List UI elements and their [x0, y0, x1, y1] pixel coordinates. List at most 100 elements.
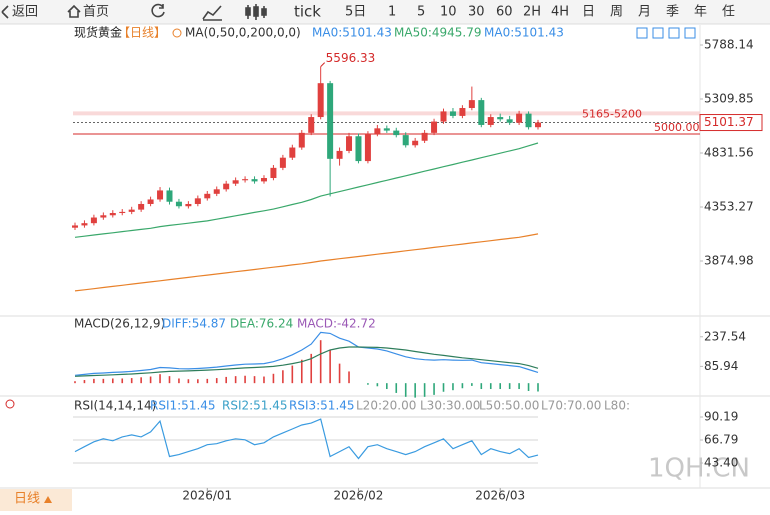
candle-body: [81, 223, 88, 226]
toolbar-button[interactable]: 5日: [345, 5, 366, 20]
toolbar-button[interactable]: 5: [417, 5, 425, 20]
macd-bar: [291, 365, 294, 384]
macd-bar: [480, 383, 483, 390]
level-label: 5000.00: [654, 121, 700, 134]
candle-body: [355, 136, 362, 162]
legend-item: RSI3:51.45: [289, 399, 355, 413]
y-tick-label: 3874.98: [704, 254, 754, 268]
candle-body: [317, 83, 324, 118]
tab-bg[interactable]: [0, 489, 72, 511]
panel-icons[interactable]: [636, 27, 696, 39]
macd-bar: [442, 383, 445, 392]
macd-bar: [140, 377, 142, 384]
toolbar-button[interactable]: 日: [582, 5, 595, 20]
macd-bar: [471, 383, 473, 386]
candle-body: [298, 132, 305, 148]
candle-body: [157, 190, 164, 200]
y-tick-label: 90.19: [704, 409, 738, 423]
toolbar-button[interactable]: 4H: [551, 5, 569, 20]
y-tick-label: 5788.14: [704, 38, 754, 52]
candle-body: [194, 198, 201, 204]
toolbar-button[interactable]: 1: [388, 5, 396, 20]
macd-bar: [272, 373, 275, 384]
y-tick-label: 5309.85: [704, 92, 754, 106]
macd-bar: [395, 383, 398, 393]
candle-icon[interactable]: [245, 4, 267, 20]
home-icon[interactable]: [67, 4, 81, 18]
candle-body: [147, 199, 154, 204]
candle-body: [242, 179, 249, 181]
high-marker: [320, 62, 326, 68]
candle-body: [402, 135, 409, 146]
candle-body: [535, 122, 541, 128]
toolbar-button[interactable]: 返回: [12, 5, 38, 20]
settings-icon[interactable]: [5, 399, 15, 409]
macd-bar: [159, 374, 161, 384]
macd-bar: [414, 383, 416, 398]
macd-bar: [234, 376, 237, 384]
candle-body: [525, 113, 532, 128]
eye-icon[interactable]: [172, 28, 182, 38]
macd-bar: [244, 375, 246, 384]
macd-bar: [253, 376, 256, 384]
toolbar-button[interactable]: tick: [294, 3, 321, 21]
toolbar-button[interactable]: 60: [496, 5, 513, 20]
candle-body: [223, 183, 230, 190]
toolbar-button[interactable]: 10: [440, 5, 457, 20]
candle-body: [412, 140, 419, 146]
toolbar-button[interactable]: 任: [722, 5, 735, 20]
rsi-line: [74, 418, 539, 460]
macd-bar: [329, 349, 331, 384]
macd-bar: [121, 378, 124, 384]
candle-body: [109, 213, 116, 216]
legend-item: L80:: [604, 399, 630, 413]
macd-bar: [319, 340, 322, 384]
y-tick-label: 85.94: [704, 359, 738, 373]
toolbar-button[interactable]: 30: [468, 5, 485, 20]
candle-body: [270, 167, 277, 179]
x-tick-label: 2026/02: [334, 489, 384, 503]
macd-bar: [93, 378, 95, 384]
toolbar-button[interactable]: 月: [638, 5, 651, 20]
footer-tab[interactable]: 日线: [14, 492, 40, 507]
macd-bar: [83, 380, 86, 384]
toolbar-button[interactable]: 年: [694, 5, 707, 20]
macd-bar: [187, 379, 190, 384]
candle-body: [497, 117, 504, 120]
candle-body: [346, 136, 353, 151]
x-tick-label: 2026/03: [475, 489, 525, 503]
macd-bar: [130, 378, 133, 384]
macd-bar: [282, 370, 284, 384]
toolbar-button[interactable]: 首页: [83, 5, 109, 20]
legend-item: L70:70.00: [541, 399, 601, 413]
ma-line: [74, 142, 539, 238]
legend-item: 现货黄金: [74, 25, 122, 40]
candle-body: [90, 217, 97, 224]
x-tick-label: 2026/01: [182, 489, 232, 503]
watermark: 1QH.CN: [648, 454, 750, 484]
back-icon[interactable]: [1, 5, 9, 19]
legend-item: L50:50.00: [479, 399, 539, 413]
macd-bar: [149, 376, 152, 384]
high-label: 5596.33: [326, 51, 376, 65]
legend-item: L20:20.00: [356, 399, 416, 413]
last-price-label: 5101.37: [704, 115, 754, 129]
toolbar-button[interactable]: 季: [666, 5, 679, 20]
refresh-icon[interactable]: [151, 3, 165, 18]
legend-item: MA(0,50,0,200,0,0): [185, 26, 301, 40]
candle-body: [260, 178, 267, 182]
macd-bar: [508, 383, 511, 390]
legend-item: RSI(14,14,14): [74, 399, 156, 413]
candle-body: [431, 121, 438, 133]
tab-arrow[interactable]: [44, 496, 52, 503]
toolbar-button[interactable]: 周: [610, 5, 623, 20]
line-chart-icon[interactable]: [202, 5, 222, 21]
toolbar-button[interactable]: 2H: [523, 5, 541, 20]
y-tick-label: 237.54: [704, 329, 746, 343]
macd-bar: [263, 376, 265, 384]
macd-bar: [225, 376, 227, 384]
candle-body: [128, 209, 135, 212]
candle-body: [459, 108, 466, 116]
candle-body: [213, 189, 220, 194]
